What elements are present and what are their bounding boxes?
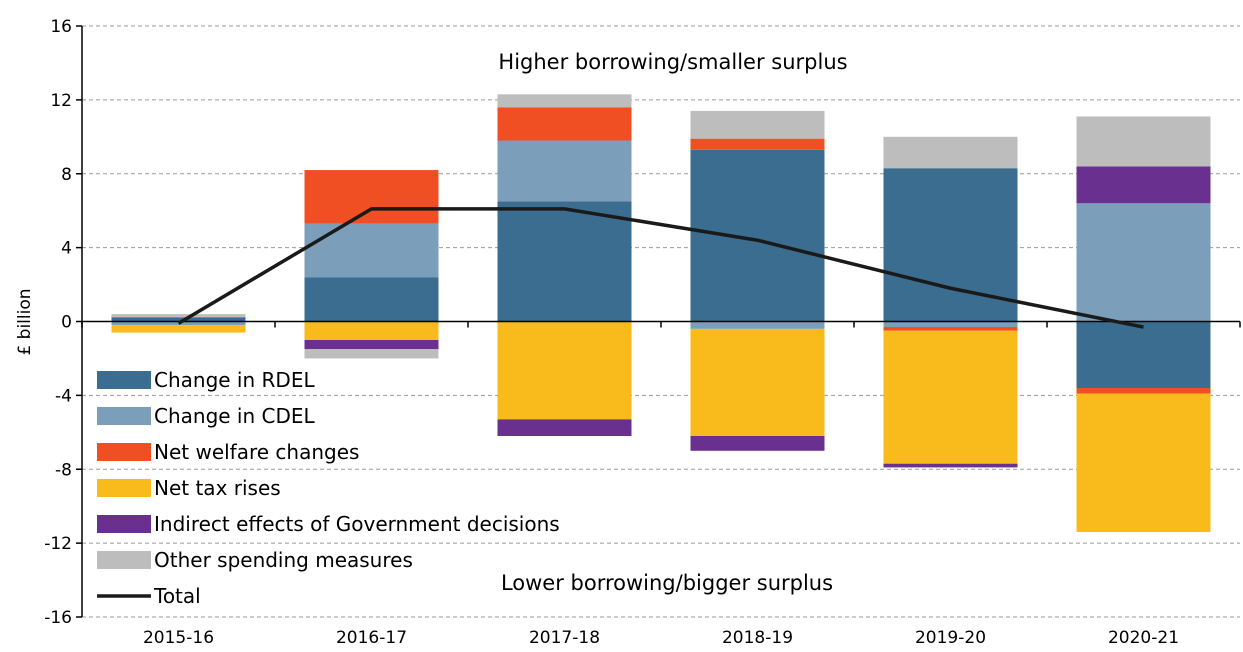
y-tick-label: 8	[61, 165, 72, 185]
annotation-bottom: Lower borrowing/bigger surplus	[501, 571, 833, 595]
y-tick-label: 16	[50, 17, 72, 37]
bar-segment	[111, 317, 246, 322]
bar-segment	[883, 463, 1018, 468]
annotation-top: Higher borrowing/smaller surplus	[498, 50, 847, 74]
bar-segment	[1076, 393, 1211, 533]
bar-segment	[883, 327, 1018, 331]
bar-segment	[690, 110, 825, 139]
x-tick-label: 2018-19	[722, 628, 793, 648]
bar-segment	[690, 436, 825, 451]
bar-segment	[1076, 166, 1211, 204]
bar-segment	[304, 349, 439, 359]
bar-segment	[690, 328, 825, 437]
legend-label: Change in RDEL	[154, 368, 315, 392]
y-tick-label: -16	[44, 608, 72, 628]
bar-segment	[690, 321, 825, 329]
y-tick-label: -12	[44, 534, 72, 554]
bar-segment	[497, 107, 632, 141]
bar-segment	[304, 339, 439, 350]
bar-segment	[1076, 321, 1211, 388]
bar-segment	[1076, 116, 1211, 167]
y-tick-label: -4	[55, 386, 72, 406]
total-line	[177, 207, 1144, 329]
bar-segment	[1076, 203, 1211, 322]
legend-label: Total	[153, 584, 201, 608]
bar-segment	[883, 330, 1018, 464]
bar-segment	[111, 314, 246, 317]
legend-label: Net welfare changes	[154, 440, 359, 464]
legend: Change in RDEL Change in CDEL Net welfare …	[97, 368, 560, 608]
y-tick-label: 12	[50, 91, 72, 111]
bar-segment	[304, 223, 439, 278]
y-tick-label: 0	[61, 313, 72, 333]
x-tick-label: 2017-18	[529, 628, 600, 648]
bar-segment	[690, 149, 825, 322]
bar-segment	[111, 325, 246, 333]
bar-segment	[883, 321, 1018, 328]
legend-label: Change in CDEL	[154, 404, 316, 428]
legend-swatch	[97, 551, 151, 569]
bar-segment	[497, 201, 632, 322]
bar-segment	[304, 170, 439, 224]
legend-swatch	[97, 371, 151, 389]
legend-label: Net tax rises	[154, 476, 281, 500]
legend-swatch	[97, 443, 151, 461]
y-axis-label: £ billion	[15, 288, 35, 355]
y-tick-label: 4	[61, 239, 72, 259]
x-tick-label: 2015-16	[143, 628, 214, 648]
axes: -16 -12 -8 -4 0 4 8 12 16 2015-16 2016-17 2017-18 20…	[44, 17, 1241, 648]
bar-segment	[497, 94, 632, 108]
x-tick-label: 2016-17	[336, 628, 407, 648]
x-tick-label: 2020-21	[1108, 628, 1179, 648]
y-tick-label: -8	[55, 460, 72, 480]
gridlines	[82, 25, 1240, 618]
legend-swatch	[97, 479, 151, 497]
bar-segment	[497, 321, 632, 420]
bar-segment	[883, 136, 1018, 169]
total-line-layer	[177, 207, 1144, 329]
bar-segment	[497, 140, 632, 202]
stacked-bars	[111, 94, 1211, 533]
legend-swatch	[97, 515, 151, 533]
bar-segment	[1076, 387, 1211, 394]
bar-segment	[304, 321, 439, 340]
x-tick-label: 2019-20	[915, 628, 986, 648]
legend-swatch	[97, 407, 151, 425]
legend-label: Other spending measures	[154, 548, 413, 572]
legend-label: Indirect effects of Government decisions	[154, 512, 560, 536]
bar-segment	[111, 316, 246, 318]
bar-segment	[304, 277, 439, 322]
bar-segment	[690, 138, 825, 150]
bar-segment	[497, 419, 632, 437]
